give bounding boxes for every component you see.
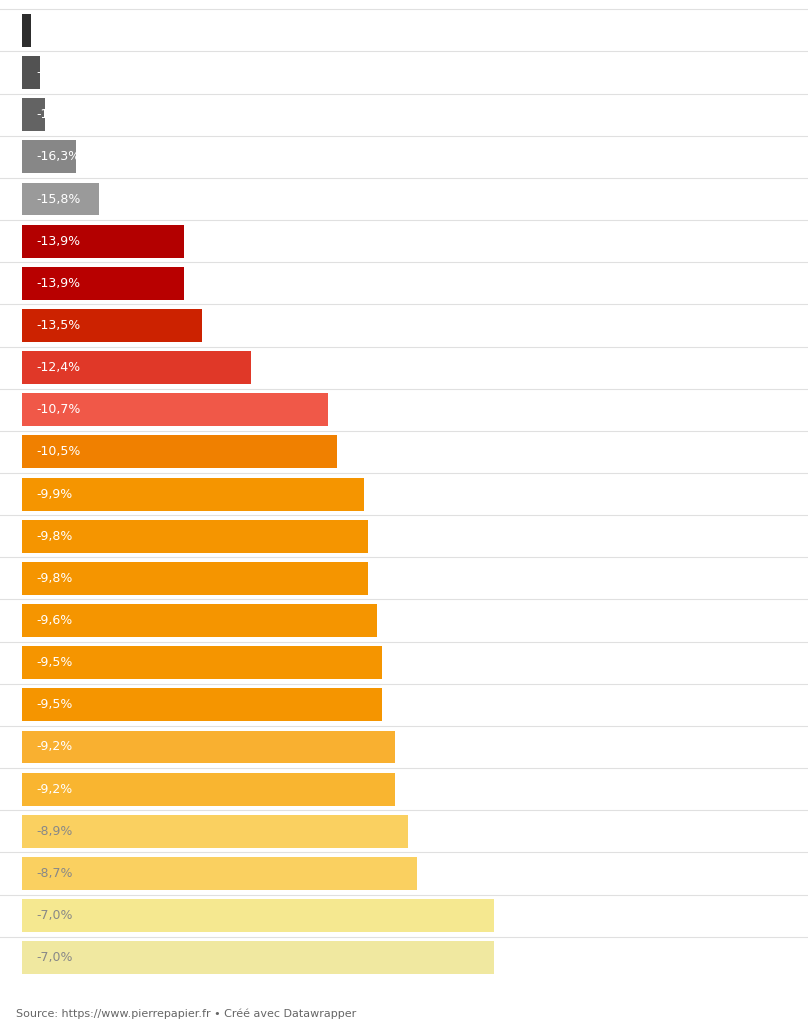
Bar	[0, 473, 808, 515]
Bar	[23, 56, 40, 89]
Text: -13,9%: -13,9%	[36, 234, 80, 248]
Bar	[23, 14, 32, 47]
Text: -8,9%: -8,9%	[36, 824, 72, 838]
Bar	[23, 224, 184, 258]
Bar	[0, 304, 808, 346]
Bar	[23, 646, 381, 679]
Text: -9,5%: -9,5%	[36, 656, 72, 670]
Bar	[0, 726, 808, 768]
Bar	[0, 599, 808, 642]
Text: Source: https://www.pierrepapier.fr • Créé avec Datawrapper: Source: https://www.pierrepapier.fr • Cr…	[16, 1009, 356, 1019]
Text: -9,9%: -9,9%	[36, 487, 72, 501]
Bar	[0, 515, 808, 557]
Text: -9,5%: -9,5%	[36, 698, 72, 712]
Bar	[23, 520, 368, 553]
Bar	[0, 93, 808, 136]
Bar	[0, 895, 808, 937]
Text: -15,8%: -15,8%	[36, 193, 80, 206]
Bar	[0, 937, 808, 979]
Bar	[0, 684, 808, 726]
Bar	[23, 562, 368, 595]
Bar	[23, 477, 364, 511]
Bar	[0, 642, 808, 684]
Bar	[23, 604, 377, 637]
Bar	[0, 768, 808, 810]
Text: -9,8%: -9,8%	[36, 571, 72, 585]
Bar	[0, 51, 808, 93]
Text: -17,0%: -17,0%	[36, 109, 80, 121]
Bar	[23, 435, 337, 468]
Bar	[23, 857, 418, 890]
Bar	[23, 688, 381, 721]
Bar	[23, 267, 184, 300]
Bar	[23, 309, 202, 342]
Bar	[0, 346, 808, 389]
Bar	[0, 852, 808, 895]
Bar	[0, 136, 808, 178]
Bar	[0, 178, 808, 220]
Bar	[0, 262, 808, 304]
Text: -7,0%: -7,0%	[36, 909, 73, 922]
Bar	[23, 182, 99, 215]
Text: -8,7%: -8,7%	[36, 867, 73, 880]
Bar	[23, 730, 395, 764]
Bar	[23, 815, 409, 848]
Bar	[23, 941, 494, 974]
Bar	[23, 899, 494, 932]
Bar	[0, 431, 808, 473]
Bar	[0, 810, 808, 852]
Bar	[0, 557, 808, 599]
Bar	[0, 9, 808, 51]
Text: -17,3%: -17,3%	[36, 24, 80, 37]
Bar	[23, 773, 395, 806]
Text: -13,5%: -13,5%	[36, 318, 80, 332]
Bar	[23, 393, 328, 426]
Text: -9,2%: -9,2%	[36, 782, 72, 796]
Text: -13,9%: -13,9%	[36, 276, 80, 290]
Bar	[23, 351, 251, 384]
Bar	[0, 220, 808, 262]
Text: -7,0%: -7,0%	[36, 951, 73, 965]
Text: -17,1%: -17,1%	[36, 67, 80, 79]
Text: -12,4%: -12,4%	[36, 361, 80, 374]
Text: -10,5%: -10,5%	[36, 445, 80, 459]
Text: -9,6%: -9,6%	[36, 614, 72, 627]
Bar	[23, 98, 45, 131]
Bar	[23, 140, 76, 173]
Bar	[0, 389, 808, 431]
Text: -9,2%: -9,2%	[36, 740, 72, 754]
Text: -9,8%: -9,8%	[36, 529, 72, 543]
Text: -10,7%: -10,7%	[36, 403, 80, 417]
Text: -16,3%: -16,3%	[36, 151, 80, 164]
